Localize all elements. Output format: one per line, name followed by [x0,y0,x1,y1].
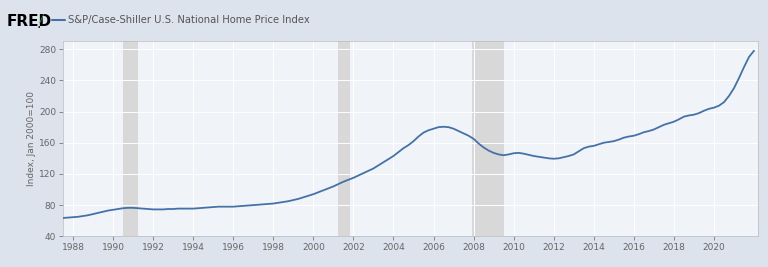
Y-axis label: Index, Jan 2000=100: Index, Jan 2000=100 [27,91,36,186]
Text: /: / [40,14,43,24]
Text: S&P/Case-Shiller U.S. National Home Price Index: S&P/Case-Shiller U.S. National Home Pric… [68,15,310,25]
Text: FRED: FRED [6,14,51,29]
Bar [339,41,350,236]
Bar [123,41,138,236]
Text: .: . [36,17,41,31]
Bar [472,41,504,236]
